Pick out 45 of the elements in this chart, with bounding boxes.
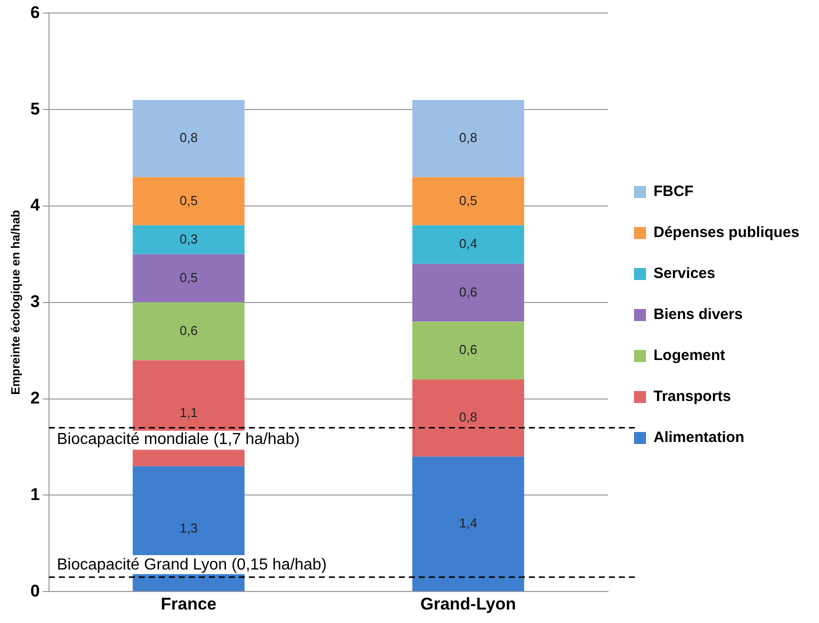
bar [132,254,245,302]
data-label: 0,8 [459,410,478,425]
bar [132,177,245,226]
bar [132,302,245,360]
y-axis-title: Empreinte écologique en ha/hab [8,210,23,395]
bar [412,456,524,592]
legend-label: Alimentation [654,429,744,446]
data-label: 0,8 [180,130,198,146]
data-label: 0,4 [459,236,478,252]
ref-line-label: Biocapacité mondiale (1,7 ha/hab) [56,431,300,448]
data-label: 1,1 [180,404,198,420]
legend-label: Logement [654,347,726,364]
data-label: 0,8 [459,130,478,146]
bar [132,225,245,254]
bar [412,380,524,457]
y-tick-label: 3 [30,292,40,312]
bar [412,225,524,264]
data-label: 0,5 [180,270,198,285]
data-label: 1,4 [459,515,478,530]
data-label: 0,5 [459,192,478,208]
legend-label: Transports [654,388,732,406]
bar [412,264,524,322]
bar [412,100,524,178]
x-tick-label: Grand-Lyon [420,594,516,614]
data-label: 0,6 [459,284,478,300]
y-tick-label: 0 [30,581,40,600]
data-label: 0,5 [180,192,198,208]
y-tick-label: 4 [30,196,40,215]
bar [132,100,245,178]
legend-label: Biens divers [654,306,743,324]
data-label: 0,3 [180,231,198,246]
legend-label: Services [654,265,716,282]
legend-label: FBCF [654,183,694,200]
ref-line-label: Biocapacité Grand Lyon (0,15 ha/hab) [56,556,327,574]
x-tick-label: France [160,594,217,614]
y-tick-label: 5 [30,99,40,118]
bar [412,322,524,380]
data-label: 0,6 [459,342,478,358]
data-label: 1,3 [180,520,198,536]
y-tick-label: 6 [30,2,40,22]
bar [412,177,524,226]
legend-label: Dépenses publiques [654,224,800,242]
y-tick-label: 2 [30,388,40,408]
y-tick-label: 1 [30,484,40,504]
data-label: 0,6 [180,322,198,338]
